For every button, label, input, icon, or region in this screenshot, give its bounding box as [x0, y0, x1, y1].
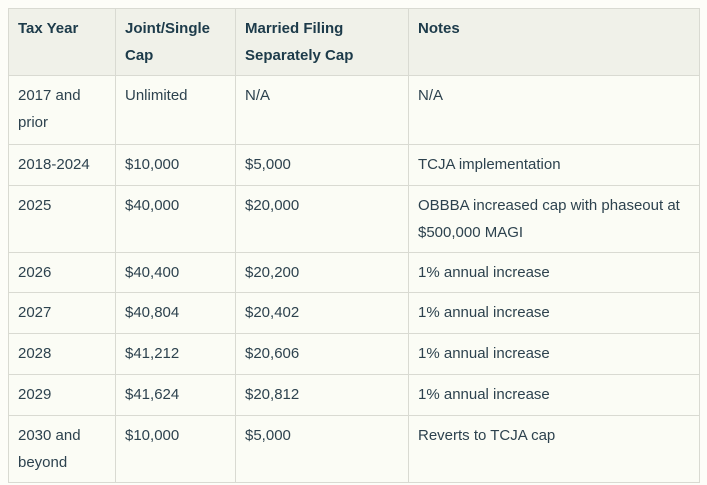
- table-cell: $41,212: [115, 333, 236, 375]
- table-cell: N/A: [235, 75, 409, 145]
- salt-cap-table: Tax Year Joint/Single Cap Married Filing…: [8, 8, 700, 483]
- table-cell: TCJA implementation: [408, 144, 700, 186]
- table-row: 2017 and prior Unlimited N/A N/A: [8, 75, 700, 145]
- table-cell: 1% annual increase: [408, 333, 700, 375]
- table-cell: $20,606: [235, 333, 409, 375]
- table-cell: Unlimited: [115, 75, 236, 145]
- column-header-married-filing-separately-cap: Married Filing Separately Cap: [235, 8, 409, 76]
- table-cell: $40,400: [115, 252, 236, 293]
- table-cell: OBBBA increased cap with phaseout at $50…: [408, 185, 700, 253]
- table-cell: Reverts to TCJA cap: [408, 415, 700, 483]
- table-cell: $20,000: [235, 185, 409, 253]
- table-body: 2017 and prior Unlimited N/A N/A 2018-2024 $1…: [8, 75, 700, 483]
- table-cell: $20,812: [235, 374, 409, 416]
- table-cell: N/A: [408, 75, 700, 145]
- column-header-tax-year: Tax Year: [8, 8, 116, 76]
- table-row: 2028 $41,212 $20,606 1% annual increase: [8, 333, 700, 375]
- table-cell: $41,624: [115, 374, 236, 416]
- table-row: 2025 $40,000 $20,000 OBBBA increased cap wi…: [8, 185, 700, 253]
- table-row: 2030 and beyond $10,000 $5,000 Reverts to T…: [8, 415, 700, 483]
- table-cell: $10,000: [115, 144, 236, 186]
- table-cell: 2017 and prior: [8, 75, 116, 145]
- table-cell: 1% annual increase: [408, 252, 700, 293]
- table-cell: 1% annual increase: [408, 374, 700, 416]
- table-row: 2027 $40,804 $20,402 1% annual increase: [8, 292, 700, 334]
- table-row: 2018-2024 $10,000 $5,000 TCJA implementatio…: [8, 144, 700, 186]
- table-cell: $20,200: [235, 252, 409, 293]
- table-cell: $5,000: [235, 144, 409, 186]
- table-cell: $40,000: [115, 185, 236, 253]
- table-header: Tax Year Joint/Single Cap Married Filing…: [8, 8, 700, 76]
- table-cell: 2030 and beyond: [8, 415, 116, 483]
- column-header-notes: Notes: [408, 8, 700, 76]
- table-header-row: Tax Year Joint/Single Cap Married Filing…: [8, 8, 700, 76]
- column-header-joint-single-cap: Joint/Single Cap: [115, 8, 236, 76]
- table-cell: $5,000: [235, 415, 409, 483]
- table-cell: 2026: [8, 252, 116, 293]
- table-row: 2029 $41,624 $20,812 1% annual increase: [8, 374, 700, 416]
- table-cell: 2029: [8, 374, 116, 416]
- table-cell: $20,402: [235, 292, 409, 334]
- table-row: 2026 $40,400 $20,200 1% annual increase: [8, 252, 700, 293]
- table-cell: 1% annual increase: [408, 292, 700, 334]
- table-cell: 2025: [8, 185, 116, 253]
- table-cell: 2027: [8, 292, 116, 334]
- table-cell: 2028: [8, 333, 116, 375]
- table-cell: 2018-2024: [8, 144, 116, 186]
- table-cell: $10,000: [115, 415, 236, 483]
- table-cell: $40,804: [115, 292, 236, 334]
